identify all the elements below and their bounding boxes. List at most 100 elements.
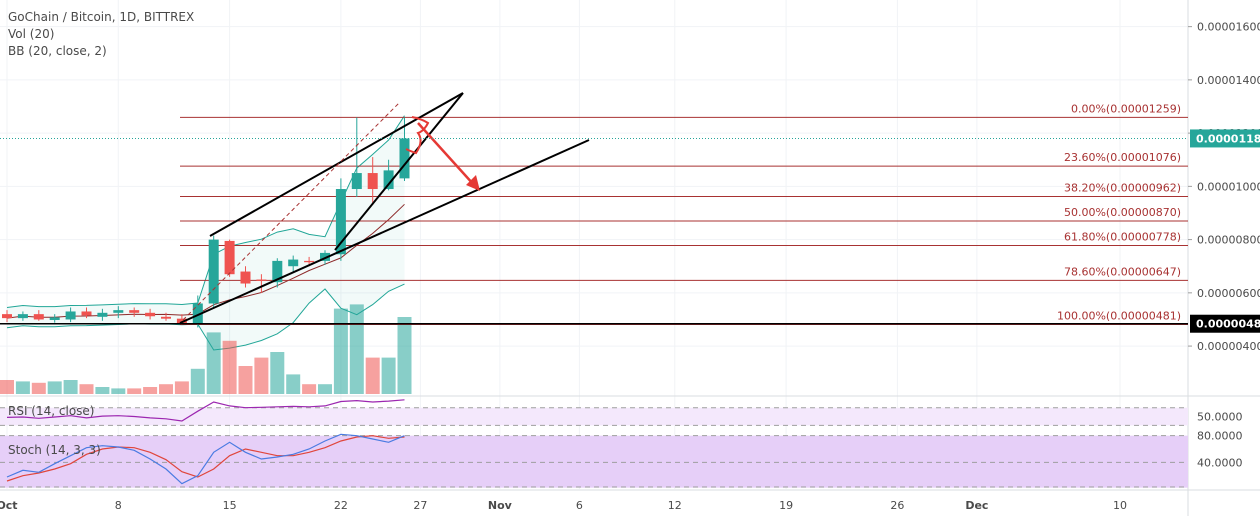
volume-bar: [270, 352, 285, 394]
low-price-badge: [1190, 314, 1260, 333]
x-tick-label: 26: [890, 499, 904, 512]
x-tick-label: 12: [668, 499, 682, 512]
candle-body: [367, 173, 378, 190]
volume-bar: [31, 382, 46, 394]
candle-body: [335, 189, 346, 255]
candle-body: [129, 310, 140, 313]
price-axis[interactable]: 0.000016000.000014000.000012000.00001000…: [1188, 21, 1260, 353]
stoch-k-line: [6, 433, 405, 485]
volume-bar: [159, 384, 173, 394]
x-tick-label: 6: [576, 499, 583, 512]
stoch-pane: Stoch (14, 3, 3) 80.0000 40.0000: [0, 430, 1243, 488]
candle-body: [208, 239, 219, 304]
low-price-text: 0.00000484: [1196, 318, 1260, 331]
x-tick-label: 15: [223, 499, 237, 512]
y-tick-label: 0.00001400: [1197, 74, 1260, 87]
volume-bar: [318, 384, 332, 394]
volume-bar: [174, 381, 189, 394]
candle-body: [113, 310, 124, 313]
red-arrow-shaft: [417, 122, 475, 186]
fib-anchor-dashed-line: [182, 101, 401, 321]
fib-level-label: 23.60%(0.00001076): [1064, 151, 1181, 164]
candle-body: [2, 314, 12, 319]
volume-bar: [286, 374, 301, 394]
volume-bar: [143, 387, 158, 394]
stoch-label: Stoch (14, 3, 3): [8, 443, 101, 457]
volume-bar: [333, 308, 348, 394]
candle-body: [399, 138, 410, 179]
candle-body: [17, 314, 28, 319]
rsi-tick-label: 50.0000: [1197, 411, 1243, 424]
candle-body: [383, 170, 394, 190]
rsi-pane: RSI (14, close) 50.0000: [0, 399, 1243, 426]
fib-level-label: 100.00%(0.00000481): [1057, 310, 1181, 323]
candle-body: [65, 311, 76, 320]
rsi-label: RSI (14, close): [8, 404, 94, 418]
wedge-inner-trendline: [334, 92, 464, 251]
time-axis[interactable]: Oct 8 15 22 27 Nov 6 12 19 26 Dec 10: [0, 499, 1127, 512]
volume-bar: [365, 357, 380, 394]
volume-bar: [222, 340, 237, 394]
volume-bar: [349, 304, 364, 394]
volume-bars: [0, 304, 412, 394]
x-tick-label: Dec: [965, 499, 988, 512]
last-price-badge: [1190, 129, 1260, 148]
candlestick-series: [2, 117, 410, 328]
rsi-band-fill: [0, 407, 1188, 426]
fib-level-label: 50.00%(0.00000870): [1064, 206, 1181, 219]
candle-body: [81, 311, 92, 316]
candle-body: [272, 260, 283, 283]
candle-body: [351, 173, 362, 190]
candle-body: [288, 259, 299, 267]
volume-indicator-label[interactable]: Vol (20): [8, 27, 54, 41]
chart-legend: GoChain / Bitcoin, 1D, BITTREX Vol (20) …: [8, 10, 194, 58]
volume-bar: [47, 381, 62, 394]
bb-fill: [7, 115, 405, 350]
volume-bar: [190, 368, 205, 394]
volume-bar: [127, 388, 142, 394]
x-tick-label: 10: [1113, 499, 1127, 512]
volume-bar: [381, 357, 396, 394]
candle-body: [240, 271, 251, 284]
x-tick-label: 8: [115, 499, 122, 512]
volume-bar: [15, 381, 30, 394]
candle-body: [192, 303, 203, 324]
x-tick-label: Nov: [488, 499, 513, 512]
wedge-lower-trendline: [179, 139, 590, 324]
fib-level-label: 61.80%(0.00000778): [1064, 230, 1181, 243]
fib-level-label: 0.00%(0.00001259): [1071, 102, 1181, 115]
x-tick-label: 22: [334, 499, 348, 512]
candle-body: [49, 317, 60, 320]
x-tick-label: 19: [779, 499, 793, 512]
fibonacci-retracement: 0.00%(0.00001259) 23.60%(0.00001076) 38.20…: [180, 102, 1188, 326]
volume-bar: [206, 332, 221, 394]
fib-level-label: 38.20%(0.00000962): [1064, 181, 1181, 194]
candle-body: [304, 260, 315, 263]
bb-indicator-label[interactable]: BB (20, close, 2): [8, 44, 107, 58]
volume-bar: [238, 366, 253, 394]
volume-bar: [254, 357, 269, 394]
volume-bar: [302, 384, 317, 394]
fib-level-label: 78.60%(0.00000647): [1064, 265, 1181, 278]
y-tick-label: 0.00001600: [1197, 21, 1260, 34]
stoch-d-line: [6, 435, 405, 482]
rsi-line: [6, 399, 405, 422]
candle-body: [33, 314, 44, 320]
user-drawings: [0, 92, 1188, 325]
y-tick-label: 0.00001000: [1197, 180, 1260, 193]
red-bracket-mark: [405, 116, 430, 155]
red-arrow-head: [466, 175, 480, 191]
volume-bar: [0, 380, 14, 394]
x-tick-label: 27: [413, 499, 427, 512]
volume-bar: [79, 384, 94, 394]
stoch-band-fill: [0, 435, 1188, 488]
volume-bar: [63, 380, 78, 394]
bb-lower-line: [6, 283, 405, 351]
candle-body: [320, 252, 330, 261]
x-tick-label: Oct: [0, 499, 18, 512]
candle-body: [161, 316, 171, 319]
volume-bar: [95, 387, 110, 394]
candle-body: [145, 312, 156, 317]
